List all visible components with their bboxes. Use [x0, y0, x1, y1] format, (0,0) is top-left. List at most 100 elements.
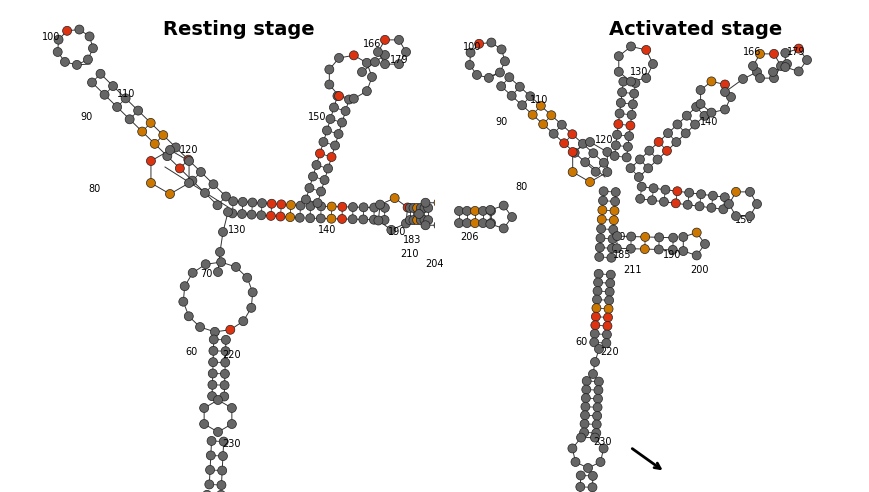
Circle shape [724, 199, 733, 209]
Circle shape [706, 108, 715, 117]
Circle shape [188, 268, 197, 277]
Text: 150: 150 [734, 215, 753, 225]
Circle shape [205, 465, 215, 474]
Circle shape [695, 86, 704, 94]
Circle shape [146, 179, 156, 187]
Circle shape [209, 335, 218, 344]
Circle shape [581, 385, 590, 394]
Text: 210: 210 [400, 249, 418, 259]
Circle shape [134, 106, 143, 115]
Circle shape [109, 82, 117, 91]
Circle shape [487, 38, 495, 47]
Circle shape [614, 52, 622, 61]
Circle shape [575, 471, 585, 480]
Circle shape [238, 197, 247, 206]
Circle shape [569, 148, 579, 157]
Circle shape [472, 70, 481, 79]
Circle shape [165, 189, 175, 198]
Circle shape [570, 458, 580, 466]
Circle shape [470, 218, 479, 228]
Circle shape [308, 172, 317, 181]
Circle shape [216, 247, 224, 256]
Circle shape [374, 216, 382, 225]
Circle shape [207, 436, 216, 445]
Circle shape [653, 155, 661, 164]
Circle shape [146, 119, 155, 127]
Text: 179: 179 [389, 55, 408, 65]
Circle shape [692, 251, 700, 260]
Circle shape [362, 87, 371, 95]
Circle shape [547, 111, 555, 120]
Text: 130: 130 [629, 67, 647, 77]
Circle shape [591, 167, 600, 176]
Circle shape [720, 88, 729, 96]
Circle shape [324, 65, 334, 74]
Circle shape [184, 179, 193, 187]
Circle shape [602, 321, 611, 331]
Circle shape [202, 491, 211, 492]
Circle shape [525, 92, 534, 101]
Circle shape [329, 103, 338, 112]
Circle shape [793, 44, 802, 53]
Circle shape [517, 101, 526, 110]
Circle shape [594, 344, 603, 353]
Circle shape [357, 67, 366, 76]
Circle shape [626, 42, 634, 51]
Circle shape [767, 67, 777, 76]
Circle shape [623, 142, 632, 151]
Circle shape [220, 369, 229, 378]
Circle shape [223, 208, 232, 216]
Circle shape [301, 195, 310, 204]
Text: 110: 110 [116, 89, 136, 99]
Circle shape [593, 286, 601, 296]
Circle shape [96, 69, 105, 78]
Circle shape [681, 111, 691, 120]
Circle shape [348, 203, 357, 212]
Circle shape [231, 262, 240, 272]
Circle shape [603, 313, 612, 322]
Circle shape [209, 358, 217, 367]
Text: Resting stage: Resting stage [163, 20, 315, 39]
Circle shape [700, 111, 708, 121]
Circle shape [387, 225, 395, 234]
Circle shape [696, 190, 705, 199]
Circle shape [496, 45, 506, 54]
Text: 120: 120 [180, 145, 198, 155]
Circle shape [171, 143, 180, 152]
Circle shape [220, 381, 229, 390]
Circle shape [334, 92, 343, 100]
Circle shape [752, 199, 760, 209]
Circle shape [327, 214, 335, 223]
Circle shape [612, 244, 620, 253]
Circle shape [486, 207, 495, 215]
Circle shape [470, 207, 479, 215]
Circle shape [209, 346, 217, 355]
Circle shape [423, 215, 432, 224]
Circle shape [694, 202, 703, 211]
Circle shape [401, 48, 410, 57]
Circle shape [609, 152, 619, 160]
Circle shape [590, 358, 599, 367]
Circle shape [706, 203, 715, 212]
Circle shape [667, 246, 677, 254]
Circle shape [208, 392, 216, 400]
Circle shape [60, 58, 70, 66]
Circle shape [408, 203, 417, 213]
Circle shape [416, 203, 425, 213]
Circle shape [738, 74, 746, 84]
Circle shape [731, 187, 740, 196]
Circle shape [507, 91, 515, 100]
Circle shape [275, 212, 285, 221]
Circle shape [306, 202, 315, 211]
Circle shape [499, 224, 507, 233]
Circle shape [592, 295, 600, 304]
Circle shape [590, 321, 599, 330]
Circle shape [412, 215, 421, 224]
Circle shape [592, 411, 601, 420]
Circle shape [323, 164, 332, 173]
Circle shape [237, 210, 246, 218]
Circle shape [718, 205, 727, 214]
Circle shape [402, 203, 412, 212]
Circle shape [596, 215, 606, 224]
Circle shape [661, 146, 671, 155]
